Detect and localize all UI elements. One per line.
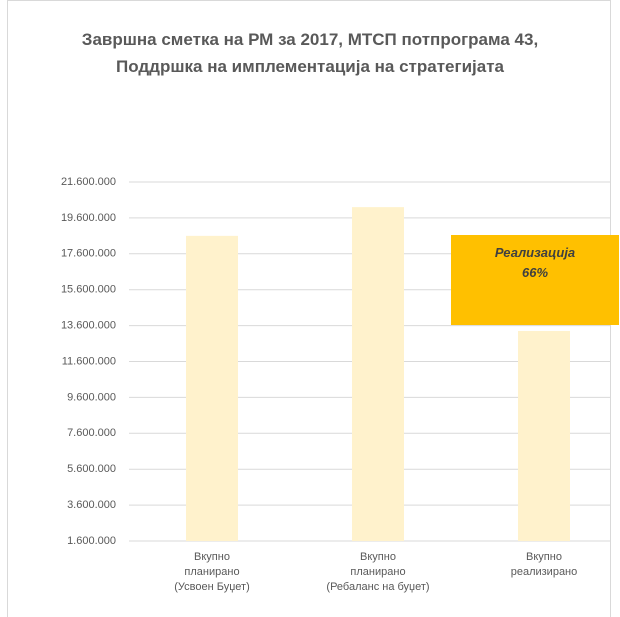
y-tick-label: 1.600.000 [67, 535, 116, 547]
x-tick-label: Вкупно планирано (Усвоен Буџет) [174, 551, 250, 593]
annotation-box [451, 235, 619, 325]
y-tick-label: 21.600.000 [61, 176, 116, 188]
x-tick-label: Вкупно планирано (Ребаланс на буџет) [326, 551, 430, 593]
annotation-text: Реализација 66% [494, 245, 576, 280]
y-tick-label: 5.600.000 [67, 463, 116, 475]
bar [186, 235, 238, 541]
y-tick-label: 3.600.000 [67, 499, 116, 511]
chart-title: Завршна сметка на РМ за 2017, МТСП потпр… [81, 30, 539, 76]
y-tick-label: 17.600.000 [61, 248, 116, 260]
y-tick-label: 9.600.000 [67, 391, 116, 403]
y-tick-label: 11.600.000 [62, 355, 116, 367]
y-tick-label: 15.600.000 [61, 284, 116, 296]
bar [518, 330, 570, 541]
x-tick-label: Вкупно реализирано [510, 551, 578, 578]
y-tick-label: 19.600.000 [61, 212, 116, 224]
y-tick-label: 13.600.000 [61, 320, 116, 332]
y-tick-label: 7.600.000 [67, 427, 116, 439]
bar [352, 207, 404, 541]
